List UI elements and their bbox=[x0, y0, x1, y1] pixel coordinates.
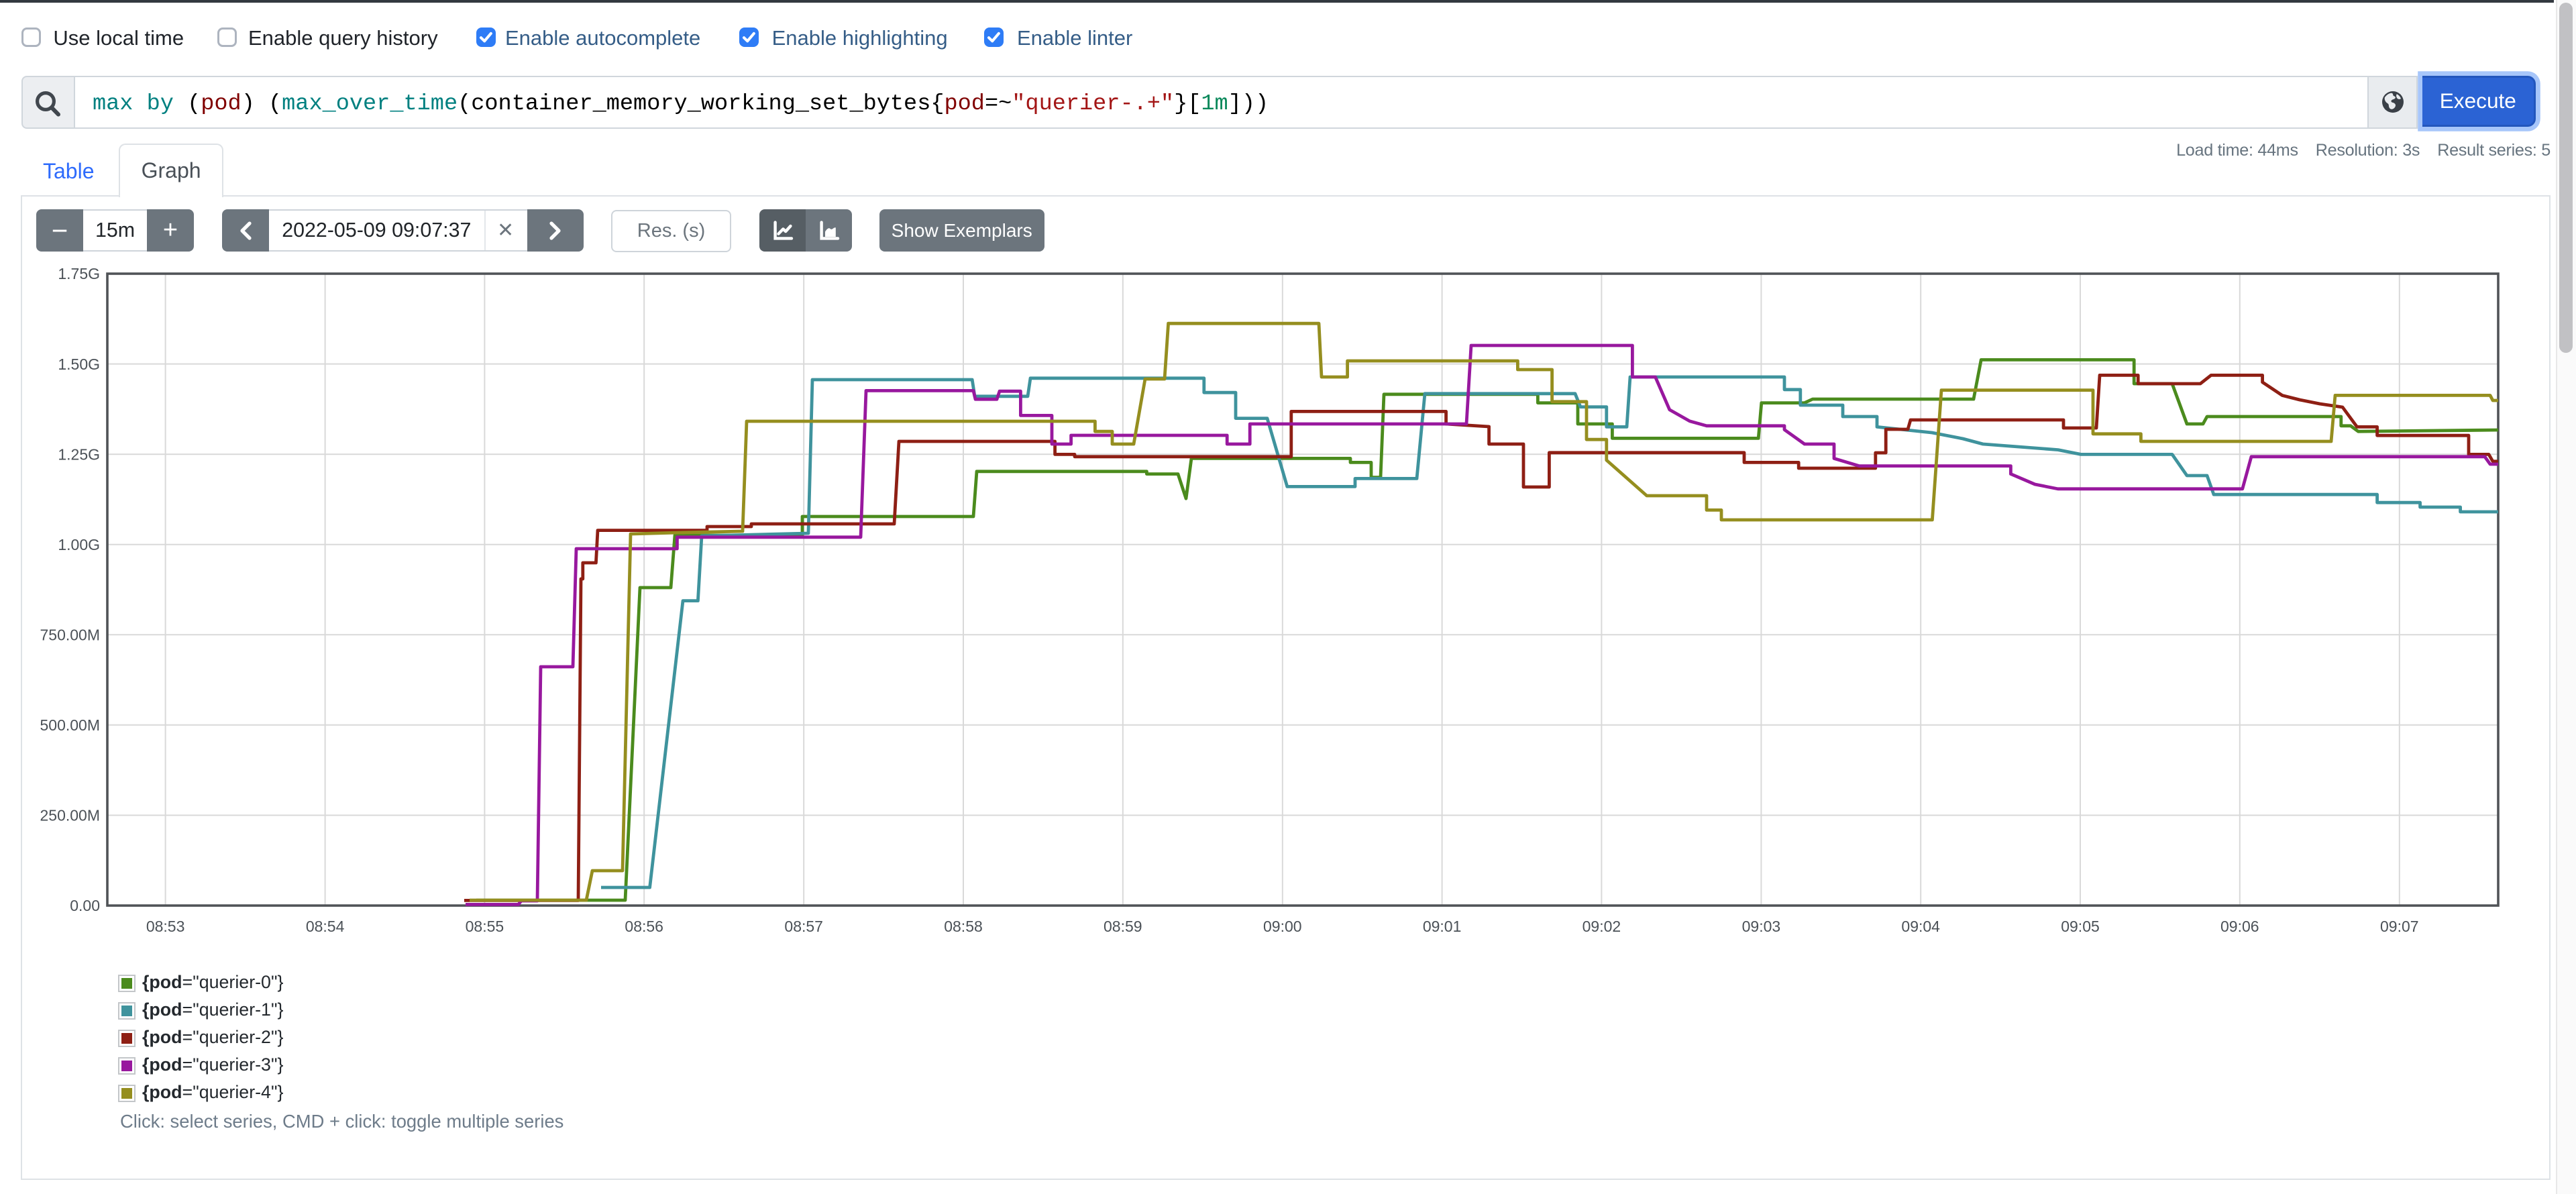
svg-text:750.00M: 750.00M bbox=[40, 626, 100, 643]
svg-text:09:03: 09:03 bbox=[1742, 918, 1781, 935]
svg-text:08:54: 08:54 bbox=[306, 918, 345, 935]
svg-text:09:05: 09:05 bbox=[2061, 918, 2100, 935]
svg-text:1.25G: 1.25G bbox=[58, 445, 100, 463]
svg-text:08:57: 08:57 bbox=[784, 918, 823, 935]
svg-text:09:00: 09:00 bbox=[1263, 918, 1302, 935]
svg-text:08:55: 08:55 bbox=[466, 918, 504, 935]
svg-text:09:06: 09:06 bbox=[2220, 918, 2259, 935]
svg-text:250.00M: 250.00M bbox=[40, 807, 100, 824]
svg-text:09:04: 09:04 bbox=[1901, 918, 1940, 935]
svg-text:09:07: 09:07 bbox=[2380, 918, 2419, 935]
svg-text:08:53: 08:53 bbox=[146, 918, 185, 935]
svg-text:500.00M: 500.00M bbox=[40, 716, 100, 734]
svg-text:09:02: 09:02 bbox=[1582, 918, 1621, 935]
svg-text:08:59: 08:59 bbox=[1104, 918, 1142, 935]
svg-text:1.00G: 1.00G bbox=[58, 536, 100, 553]
svg-text:08:58: 08:58 bbox=[944, 918, 983, 935]
svg-text:08:56: 08:56 bbox=[625, 918, 663, 935]
svg-text:1.75G: 1.75G bbox=[58, 265, 100, 282]
svg-text:09:01: 09:01 bbox=[1423, 918, 1462, 935]
svg-text:1.50G: 1.50G bbox=[58, 356, 100, 373]
svg-text:0.00: 0.00 bbox=[70, 897, 100, 914]
